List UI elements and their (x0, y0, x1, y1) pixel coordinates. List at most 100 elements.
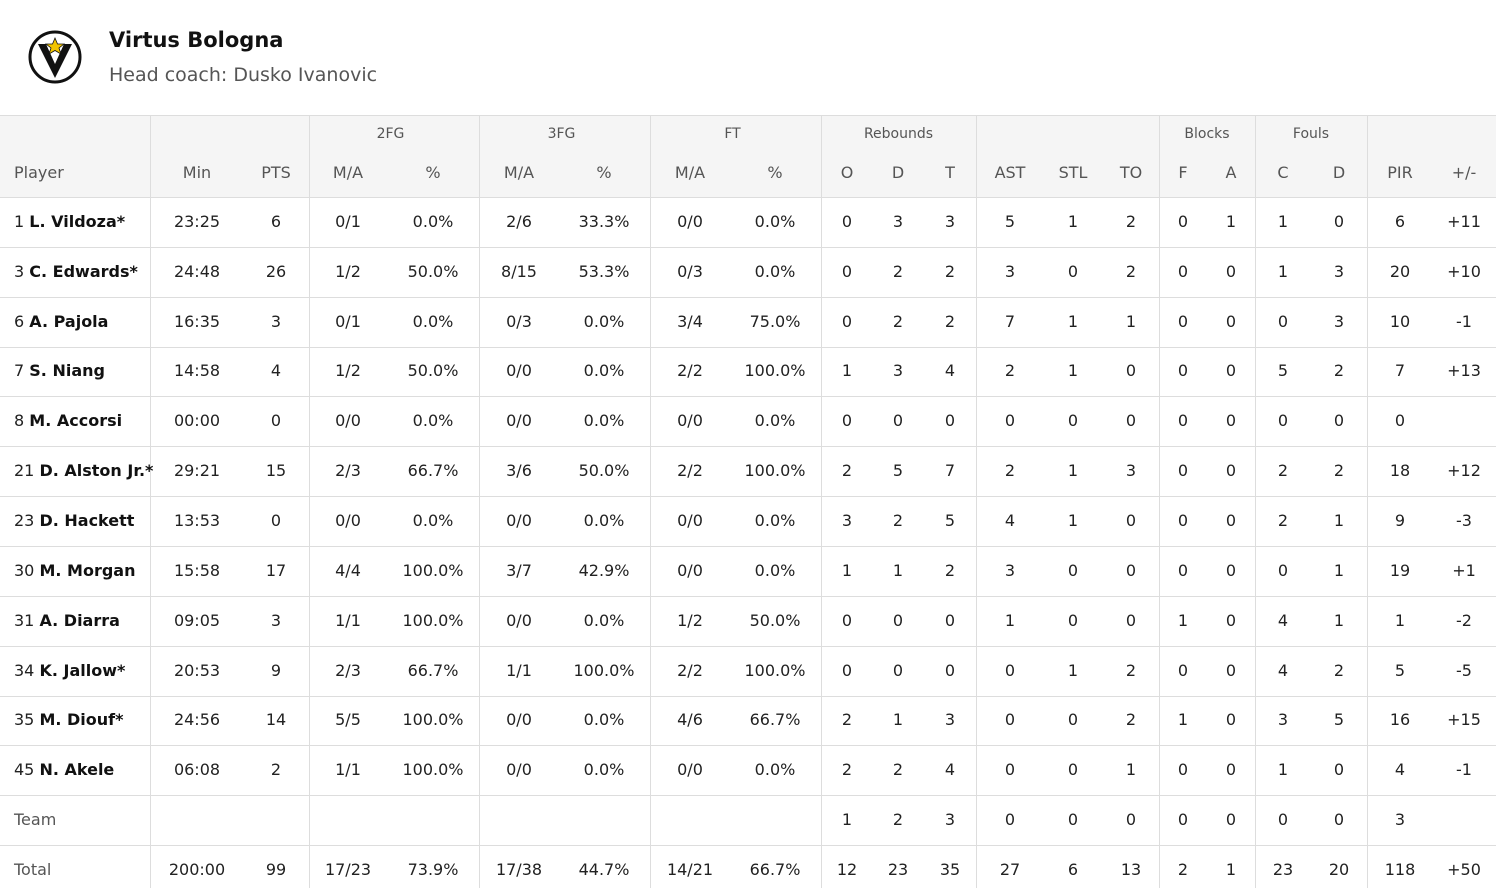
stat-cell: 7 (1004, 311, 1016, 331)
stat-cell: 0 (1004, 710, 1016, 730)
stat-cell: 0 (1225, 361, 1237, 381)
stat-cell: 73.9% (407, 859, 459, 879)
stat-cell: 9 (1394, 511, 1406, 531)
player-number: 3 (14, 261, 25, 281)
player-name[interactable]: M. Accorsi (29, 411, 123, 431)
stat-cell: 50.0% (407, 261, 459, 281)
stat-cell: 0 (892, 660, 904, 680)
stat-cell: 0.0% (754, 560, 796, 580)
stat-cell: 0 (1333, 810, 1345, 830)
column-separator (650, 115, 651, 888)
stat-cell: 50.0% (578, 461, 630, 481)
stat-cell: 0.0% (583, 361, 625, 381)
stat-cell: 0 (1004, 760, 1016, 780)
stat-cell: 2 (892, 311, 904, 331)
stat-cell: 06:08 (173, 760, 221, 780)
group-header: Fouls (1292, 126, 1330, 142)
row-label: Team (14, 810, 57, 830)
player-name[interactable]: C. Edwards* (29, 261, 138, 281)
stat-cell: 2/3 (335, 461, 361, 481)
player-name[interactable]: D. Hackett (39, 511, 135, 531)
stat-cell: 2 (944, 311, 956, 331)
column-separator (821, 115, 822, 888)
stat-cell: 100.0% (402, 710, 464, 730)
stat-cell: 2 (892, 261, 904, 281)
stat-cell: 2 (1125, 211, 1137, 231)
row-border (0, 596, 1496, 597)
column-header: PIR (1387, 163, 1413, 182)
column-header: STL (1058, 163, 1088, 182)
stat-cell: 0 (1177, 261, 1189, 281)
stat-cell: 3 (944, 710, 956, 730)
stat-cell: 16 (1389, 710, 1411, 730)
column-header: Min (182, 163, 212, 182)
stat-cell: 42.9% (578, 560, 630, 580)
player-name[interactable]: M. Diouf* (39, 710, 124, 730)
column-header: D (1332, 163, 1346, 182)
row-border (0, 347, 1496, 348)
stat-cell: -1 (1456, 311, 1472, 331)
row-label: Total (14, 859, 52, 879)
stat-cell: 23 (887, 859, 909, 879)
stat-cell: 118 (1384, 859, 1416, 879)
stat-cell: 0.0% (754, 411, 796, 431)
stat-cell: 100.0% (573, 660, 635, 680)
stat-cell: 100.0% (402, 610, 464, 630)
column-header: Player (14, 163, 64, 182)
stat-cell: 0/0 (506, 610, 532, 630)
stat-cell: 2/3 (335, 660, 361, 680)
stat-cell: 9 (270, 660, 282, 680)
column-header: AST (994, 163, 1026, 182)
stat-cell: 0 (1225, 311, 1237, 331)
player-name[interactable]: A. Pajola (29, 311, 109, 331)
player-name[interactable]: M. Morgan (39, 560, 136, 580)
stat-cell: 53.3% (578, 261, 630, 281)
stat-cell: 2 (944, 261, 956, 281)
player-name[interactable]: A. Diarra (39, 610, 120, 630)
player-name[interactable]: D. Alston Jr.* (39, 461, 154, 481)
stat-cell: +13 (1447, 361, 1481, 381)
stat-cell: 3 (1004, 560, 1016, 580)
stat-cell: 8/15 (501, 261, 537, 281)
stat-cell: 1/1 (506, 660, 532, 680)
stat-cell: 0.0% (754, 211, 796, 231)
column-header: D (891, 163, 905, 182)
column-header: A (1225, 163, 1237, 182)
stat-cell: 1/2 (335, 261, 361, 281)
group-header: FT (724, 126, 741, 142)
stat-cell: 0.0% (754, 261, 796, 281)
stat-cell: 2/6 (506, 211, 532, 231)
column-header: M/A (503, 163, 535, 182)
stat-cell: 0 (1067, 261, 1079, 281)
stat-cell: 3 (944, 810, 956, 830)
player-name[interactable]: N. Akele (39, 760, 115, 780)
stat-cell: 6 (270, 211, 282, 231)
row-border (0, 745, 1496, 746)
stat-cell: 0/0 (506, 760, 532, 780)
stat-cell: 1 (1225, 859, 1237, 879)
stat-cell: 5 (1277, 361, 1289, 381)
stat-cell: 0 (841, 261, 853, 281)
player-name[interactable]: K. Jallow* (39, 660, 126, 680)
stat-cell: 0/0 (506, 361, 532, 381)
player-name[interactable]: S. Niang (29, 361, 105, 381)
player-name[interactable]: L. Vildoza* (29, 211, 126, 231)
stat-cell: 4 (1277, 660, 1289, 680)
stat-cell: 4 (944, 361, 956, 381)
stat-cell: 0 (1004, 411, 1016, 431)
player-cell: 3 C. Edwards* (14, 262, 138, 282)
stat-cell: 50.0% (749, 610, 801, 630)
player-number: 7 (14, 361, 25, 381)
stat-cell: 0 (1067, 411, 1079, 431)
stat-cell: 2 (1125, 261, 1137, 281)
stat-cell: 0 (1177, 461, 1189, 481)
stat-cell: 0.0% (412, 411, 454, 431)
column-header: M/A (332, 163, 364, 182)
column-header: % (596, 163, 612, 182)
stat-cell: 0 (1394, 411, 1406, 431)
stat-cell: 2 (1004, 361, 1016, 381)
stat-cell: 1 (1125, 760, 1137, 780)
stat-cell: 0 (1177, 361, 1189, 381)
column-header: M/A (674, 163, 706, 182)
stat-cell: 14 (265, 710, 287, 730)
